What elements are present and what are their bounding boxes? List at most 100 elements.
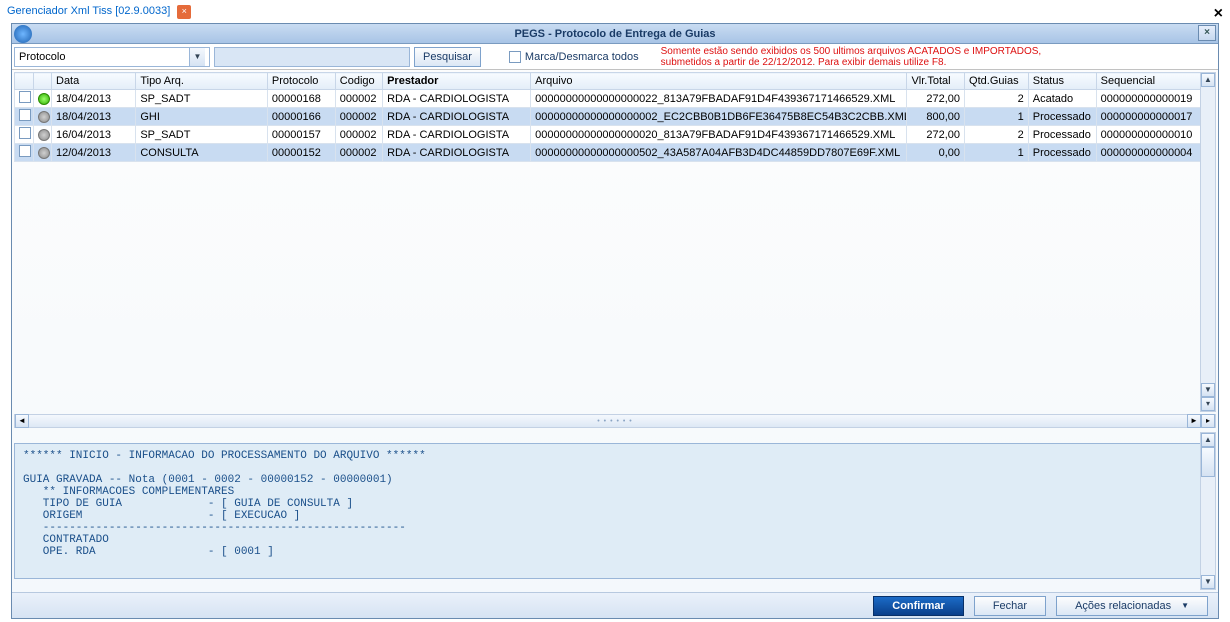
grid-vertical-scrollbar[interactable]: ▲ ▼ ▾ bbox=[1200, 72, 1216, 412]
log-vertical-scrollbar[interactable]: ▲ ▼ bbox=[1200, 432, 1216, 590]
log-scroll-thumb[interactable] bbox=[1201, 447, 1215, 477]
app-title-bar: Gerenciador Xml Tiss [02.9.0033] × bbox=[1, 1, 1229, 21]
close-outer-icon[interactable]: × bbox=[1214, 5, 1223, 23]
cell-prestador: RDA - CARDIOLOGISTA bbox=[383, 126, 531, 144]
cell-arquivo: 00000000000000000002_EC2CBB0B1DB6FE36475… bbox=[531, 108, 907, 126]
col-led[interactable] bbox=[33, 73, 52, 90]
cell-protocolo: 00000166 bbox=[267, 108, 335, 126]
scroll-right-icon[interactable]: ► bbox=[1187, 414, 1201, 428]
cell-seq: 000000000000019 bbox=[1096, 90, 1201, 108]
col-check[interactable] bbox=[15, 73, 34, 90]
cell-vlr: 0,00 bbox=[907, 144, 965, 162]
filter-field-combo[interactable]: Protocolo ▼ bbox=[14, 47, 210, 67]
col-status[interactable]: Status bbox=[1028, 73, 1096, 90]
cell-seq: 000000000000004 bbox=[1096, 144, 1201, 162]
cell-tipo: GHI bbox=[136, 108, 268, 126]
col-data[interactable]: Data bbox=[52, 73, 136, 90]
app-title: Gerenciador Xml Tiss [02.9.0033] bbox=[7, 5, 170, 17]
col-codigo[interactable]: Codigo bbox=[335, 73, 382, 90]
col-arquivo[interactable]: Arquivo bbox=[531, 73, 907, 90]
cell-protocolo: 00000168 bbox=[267, 90, 335, 108]
confirm-button[interactable]: Confirmar bbox=[873, 596, 964, 616]
cell-prestador: RDA - CARDIOLOGISTA bbox=[383, 90, 531, 108]
log-scroll-down-icon[interactable]: ▼ bbox=[1201, 575, 1215, 589]
cell-prestador: RDA - CARDIOLOGISTA bbox=[383, 144, 531, 162]
grid-horizontal-scrollbar[interactable]: ◄ • • • • • • ► ▸ bbox=[14, 414, 1216, 428]
cell-status: Acatado bbox=[1028, 90, 1096, 108]
notice-line2: submetidos a partir de 22/12/2012. Para … bbox=[661, 57, 1042, 68]
scroll-end-icon[interactable]: ▾ bbox=[1201, 397, 1215, 411]
cell-arquivo: 00000000000000000502_43A587A04AFB3D4DC44… bbox=[531, 144, 907, 162]
window-title: PEGS - Protocolo de Entrega de Guias bbox=[514, 28, 715, 40]
related-actions-label: Ações relacionadas bbox=[1075, 600, 1171, 612]
log-panel: ****** INICIO - INFORMACAO DO PROCESSAME… bbox=[14, 443, 1216, 579]
row-checkbox[interactable] bbox=[19, 145, 31, 157]
table-row[interactable]: 18/04/2013GHI00000166000002RDA - CARDIOL… bbox=[15, 108, 1216, 126]
chevron-down-icon[interactable]: ▼ bbox=[189, 48, 205, 66]
cell-vlr: 800,00 bbox=[907, 108, 965, 126]
checkbox-icon[interactable] bbox=[509, 51, 521, 63]
cell-qtd: 1 bbox=[965, 144, 1029, 162]
cell-codigo: 000002 bbox=[335, 90, 382, 108]
main-window: PEGS - Protocolo de Entrega de Guias × P… bbox=[11, 23, 1219, 619]
table-row[interactable]: 16/04/2013SP_SADT00000157000002RDA - CAR… bbox=[15, 126, 1216, 144]
cell-seq: 000000000000010 bbox=[1096, 126, 1201, 144]
status-led-icon bbox=[38, 147, 50, 159]
cell-status: Processado bbox=[1028, 144, 1096, 162]
log-scroll-up-icon[interactable]: ▲ bbox=[1201, 433, 1215, 447]
notice-line1: Somente estão sendo exibidos os 500 ulti… bbox=[661, 46, 1042, 57]
table-row[interactable]: 12/04/2013CONSULTA00000152000002RDA - CA… bbox=[15, 144, 1216, 162]
cell-data: 18/04/2013 bbox=[52, 90, 136, 108]
status-led-icon bbox=[38, 129, 50, 141]
row-checkbox[interactable] bbox=[19, 127, 31, 139]
notice-text: Somente estão sendo exibidos os 500 ulti… bbox=[661, 46, 1042, 68]
col-seq[interactable]: Sequencial bbox=[1096, 73, 1201, 90]
row-checkbox[interactable] bbox=[19, 109, 31, 121]
cell-status: Processado bbox=[1028, 126, 1096, 144]
scroll-down-icon[interactable]: ▼ bbox=[1201, 383, 1215, 397]
cell-status: Processado bbox=[1028, 108, 1096, 126]
data-grid: Data Tipo Arq. Protocolo Codigo Prestado… bbox=[14, 72, 1216, 412]
cell-tipo: CONSULTA bbox=[136, 144, 268, 162]
footer-bar: Confirmar Fechar Ações relacionadas ▼ bbox=[12, 592, 1218, 618]
row-checkbox[interactable] bbox=[19, 91, 31, 103]
grid-header-row: Data Tipo Arq. Protocolo Codigo Prestado… bbox=[15, 73, 1216, 90]
mark-all-checkbox[interactable]: Marca/Desmarca todos bbox=[509, 51, 639, 63]
cell-vlr: 272,00 bbox=[907, 126, 965, 144]
cell-data: 18/04/2013 bbox=[52, 108, 136, 126]
app-icon bbox=[14, 25, 32, 43]
scroll-left-icon[interactable]: ◄ bbox=[15, 414, 29, 428]
col-protocolo[interactable]: Protocolo bbox=[267, 73, 335, 90]
cell-arquivo: 00000000000000000022_813A79FBADAF91D4F43… bbox=[531, 90, 907, 108]
status-led-icon bbox=[38, 111, 50, 123]
table-row[interactable]: 18/04/2013SP_SADT00000168000002RDA - CAR… bbox=[15, 90, 1216, 108]
cell-codigo: 000002 bbox=[335, 126, 382, 144]
close-button[interactable]: Fechar bbox=[974, 596, 1046, 616]
col-qtdguias[interactable]: Qtd.Guias bbox=[965, 73, 1029, 90]
cell-protocolo: 00000152 bbox=[267, 144, 335, 162]
close-tab-icon[interactable]: × bbox=[177, 5, 191, 19]
related-actions-button[interactable]: Ações relacionadas ▼ bbox=[1056, 596, 1208, 616]
scroll-right-end-icon[interactable]: ▸ bbox=[1201, 414, 1215, 428]
col-prestador[interactable]: Prestador bbox=[383, 73, 531, 90]
scroll-up-icon[interactable]: ▲ bbox=[1201, 73, 1215, 87]
combo-value: Protocolo bbox=[19, 51, 65, 63]
col-vlrtotal[interactable]: Vlr.Total bbox=[907, 73, 965, 90]
cell-prestador: RDA - CARDIOLOGISTA bbox=[383, 108, 531, 126]
search-input[interactable] bbox=[214, 47, 410, 67]
cell-protocolo: 00000157 bbox=[267, 126, 335, 144]
col-tipo[interactable]: Tipo Arq. bbox=[136, 73, 268, 90]
cell-codigo: 000002 bbox=[335, 108, 382, 126]
cell-tipo: SP_SADT bbox=[136, 126, 268, 144]
window-close-button[interactable]: × bbox=[1198, 25, 1216, 41]
search-button[interactable]: Pesquisar bbox=[414, 47, 481, 67]
cell-data: 16/04/2013 bbox=[52, 126, 136, 144]
cell-codigo: 000002 bbox=[335, 144, 382, 162]
cell-qtd: 2 bbox=[965, 90, 1029, 108]
status-led-icon bbox=[38, 93, 50, 105]
cell-arquivo: 00000000000000000020_813A79FBADAF91D4F43… bbox=[531, 126, 907, 144]
drag-handle-icon[interactable]: • • • • • • bbox=[597, 418, 632, 425]
cell-tipo: SP_SADT bbox=[136, 90, 268, 108]
toolbar: Protocolo ▼ Pesquisar Marca/Desmarca tod… bbox=[12, 44, 1218, 70]
cell-seq: 000000000000017 bbox=[1096, 108, 1201, 126]
